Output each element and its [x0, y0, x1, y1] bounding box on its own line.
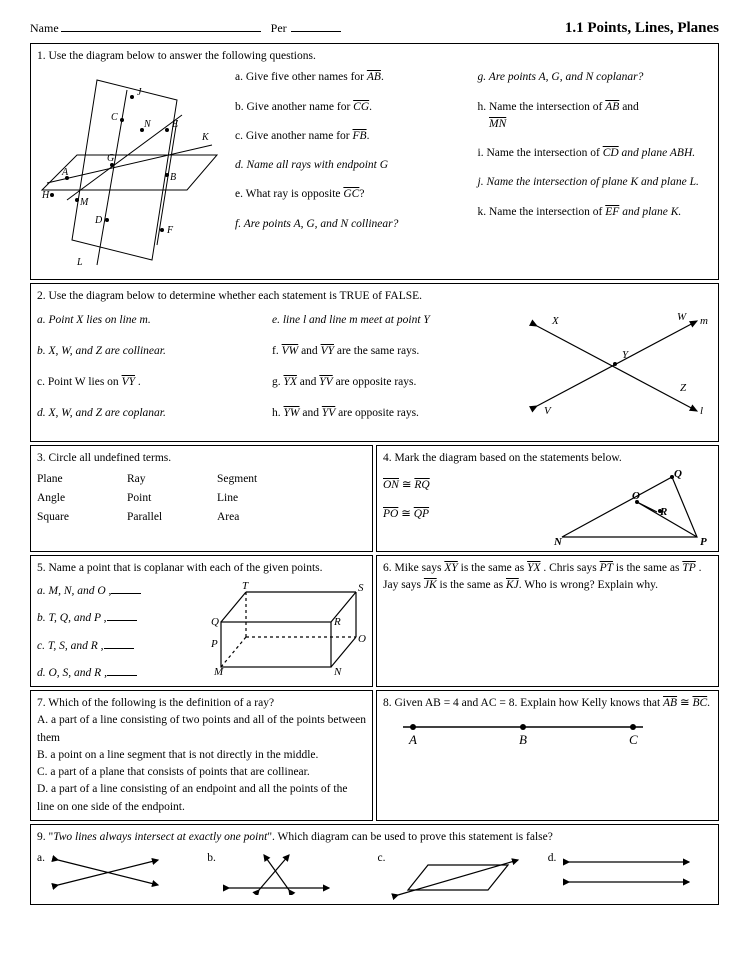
svg-text:W: W: [677, 311, 687, 323]
worksheet-header: Name Per 1.1 Points, Lines, Planes: [30, 20, 719, 37]
name-blank[interactable]: [61, 20, 261, 32]
svg-text:Y: Y: [622, 349, 630, 361]
page-title: 1.1 Points, Lines, Planes: [565, 20, 719, 37]
question-9: 9. "Two lines always intersect at exactl…: [30, 824, 719, 905]
svg-text:S: S: [358, 582, 364, 594]
question-8: 8. Given AB = 4 and AC = 8. Explain how …: [376, 690, 719, 821]
q5-stem: 5. Name a point that is coplanar with ea…: [37, 560, 366, 577]
svg-text:C: C: [629, 732, 638, 747]
q9-d[interactable]: d.: [548, 850, 712, 895]
question-3: 3. Circle all undefined terms. Plane Ray…: [30, 445, 373, 552]
svg-text:A: A: [61, 167, 69, 178]
q5-diagram: T S Q R P O M N: [206, 577, 366, 677]
svg-text:D: D: [94, 215, 103, 226]
svg-text:E: E: [171, 119, 178, 130]
svg-text:H: H: [41, 190, 50, 201]
q1-stem: 1. Use the diagram below to answer the f…: [37, 48, 712, 65]
svg-text:P: P: [700, 536, 707, 547]
svg-text:R: R: [333, 616, 341, 628]
q1-col-right: g. Are points A, G, and N coplanar? h. N…: [478, 65, 713, 275]
q2-diagram: X W m Y Z V l: [522, 306, 712, 426]
svg-text:O: O: [632, 490, 640, 502]
svg-text:K: K: [201, 132, 210, 143]
question-4: 4. Mark the diagram based on the stateme…: [376, 445, 719, 552]
question-6: 6. Mike says XY is the same as YX . Chri…: [376, 555, 719, 687]
svg-text:N: N: [333, 666, 342, 677]
svg-text:N: N: [553, 536, 563, 547]
q9-a[interactable]: a.: [37, 850, 201, 895]
svg-text:B: B: [170, 172, 176, 183]
svg-text:Z: Z: [680, 382, 687, 394]
q2-stem: 2. Use the diagram below to determine wh…: [37, 288, 712, 305]
svg-text:B: B: [519, 732, 527, 747]
svg-text:A: A: [408, 732, 417, 747]
svg-text:m: m: [700, 315, 708, 327]
svg-text:X: X: [551, 315, 560, 327]
q4-stem: 4. Mark the diagram based on the stateme…: [383, 450, 712, 467]
q9-b[interactable]: b.: [207, 850, 371, 895]
q4-diagram: Q O R N P: [542, 467, 712, 547]
svg-text:l: l: [700, 405, 703, 417]
q3-stem: 3. Circle all undefined terms.: [37, 450, 366, 467]
q7-stem: 7. Which of the following is the definit…: [37, 695, 366, 712]
svg-text:C: C: [111, 112, 118, 123]
svg-text:J: J: [137, 87, 142, 98]
svg-text:G: G: [107, 153, 114, 164]
q3-terms: Plane Ray Segment Angle Point Line Squar…: [37, 471, 366, 527]
question-2: 2. Use the diagram below to determine wh…: [30, 283, 719, 441]
name-label: Name: [30, 21, 59, 36]
svg-text:Q: Q: [211, 616, 219, 628]
question-1: 1. Use the diagram below to answer the f…: [30, 43, 719, 280]
svg-text:V: V: [544, 405, 552, 417]
svg-text:M: M: [213, 666, 224, 677]
q9-stem: 9. "Two lines always intersect at exactl…: [37, 829, 712, 846]
q1-col-left: a. Give five other names for AB. b. Give…: [235, 65, 470, 275]
question-7: 7. Which of the following is the definit…: [30, 690, 373, 821]
q9-c[interactable]: c.: [378, 850, 542, 900]
svg-text:N: N: [143, 119, 152, 130]
q1-diagram: J C N E K G A B H M D F L: [37, 65, 227, 275]
question-5: 5. Name a point that is coplanar with ea…: [30, 555, 373, 687]
svg-text:M: M: [79, 197, 89, 208]
svg-text:L: L: [76, 257, 83, 268]
svg-text:Q: Q: [674, 468, 682, 480]
svg-text:T: T: [242, 580, 249, 592]
per-blank[interactable]: [291, 20, 341, 32]
svg-text:O: O: [358, 633, 366, 645]
svg-text:F: F: [166, 225, 174, 236]
svg-text:P: P: [210, 638, 218, 650]
per-label: Per: [271, 21, 287, 36]
q8-diagram: A B C: [383, 712, 712, 747]
